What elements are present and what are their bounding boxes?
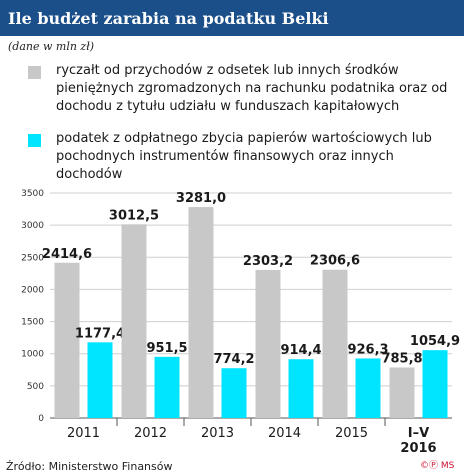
title-bar	[0, 0, 464, 36]
data-label-series-1: 2414,6	[42, 247, 92, 262]
y-tick-label: 1000	[21, 350, 44, 360]
x-tick-label: 2013	[201, 426, 234, 441]
bar-series-2	[355, 358, 381, 418]
data-label-series-2: 926,3	[347, 342, 388, 357]
bar-series-1	[121, 224, 147, 418]
y-tick-label: 2000	[21, 285, 44, 295]
legend-label-series-1: ryczałt od przychodów z odsetek lub inny…	[56, 63, 448, 114]
y-tick-label: 3500	[21, 189, 44, 199]
y-tick-label: 0	[38, 414, 44, 424]
y-tick-label: 500	[27, 382, 44, 392]
bar-series-2	[87, 342, 113, 418]
bar-series-2	[288, 359, 314, 418]
x-tick-label: 2012	[134, 426, 167, 441]
source-note: Źródło: Ministerstwo Finansów	[6, 460, 173, 473]
data-label-series-1: 785,8	[381, 351, 422, 366]
data-label-series-1: 2303,2	[243, 254, 293, 269]
legend-swatch-series-2	[28, 134, 41, 147]
bar-series-1	[54, 262, 80, 418]
data-label-series-2: 951,5	[146, 341, 187, 356]
x-tick-label: 2016	[400, 441, 436, 456]
bar-series-2	[221, 368, 247, 418]
data-label-series-1: 3012,5	[109, 208, 159, 223]
x-tick-label: 2014	[268, 426, 301, 441]
x-tick-label: 2011	[67, 426, 100, 441]
data-label-series-2: 774,2	[213, 352, 254, 367]
data-label-series-2: 1177,4	[75, 326, 125, 341]
chart-title: Ile budżet zarabia na podatku Belki	[8, 9, 329, 28]
y-tick-label: 2500	[21, 253, 44, 263]
data-label-series-2: 1054,9	[410, 334, 460, 349]
y-tick-label: 1500	[21, 318, 44, 328]
x-tick-label: 2015	[335, 426, 368, 441]
data-label-series-1: 3281,0	[176, 191, 226, 206]
legend-swatch-series-1	[28, 66, 41, 79]
publisher-logo-text: MS	[440, 461, 455, 471]
data-label-series-2: 914,4	[280, 343, 321, 358]
legend-label-series-2: podatek z odpłatnego zbycia papierów war…	[56, 131, 432, 182]
bar-series-1	[255, 269, 281, 418]
bar-series-1	[188, 207, 214, 418]
bar-series-2	[154, 356, 180, 418]
bar-series-2	[422, 350, 448, 418]
bar-series-1	[322, 269, 348, 418]
x-tick-label: I–V	[408, 426, 429, 441]
bar-series-1	[389, 367, 415, 418]
chart-subtitle: (dane w mln zł)	[8, 40, 95, 53]
data-label-series-1: 2306,6	[310, 254, 360, 269]
y-tick-label: 3000	[21, 221, 44, 231]
publisher-logo: ©Ⓟ MS	[420, 461, 455, 471]
